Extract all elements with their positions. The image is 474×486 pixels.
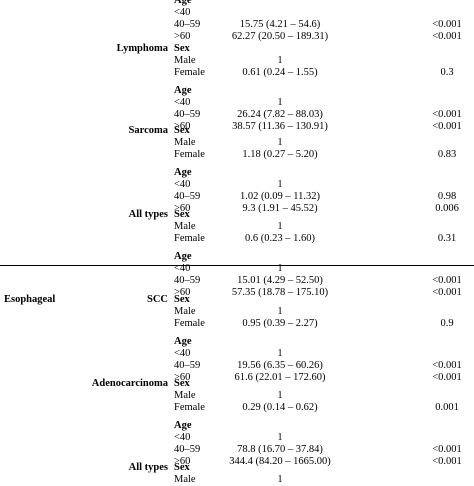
odds-ratio-ci: 15.75 (4.21 – 54.6): [239, 19, 321, 30]
odds-ratio-ci: 9.3 (1.91 – 45.52): [242, 203, 318, 214]
variable-level: Female: [174, 149, 205, 160]
subtype-label: All types: [128, 209, 168, 220]
variable-level: 40–59: [174, 19, 201, 30]
variable-header: Sex: [174, 209, 190, 220]
variable-level: Male: [174, 306, 196, 317]
odds-ratio-ci: 1: [277, 137, 283, 148]
p-value: 0.001: [435, 402, 459, 413]
odds-ratio-ci: 0.61 (0.24 – 1.55): [242, 67, 318, 78]
p-value: <0.001: [432, 287, 462, 298]
odds-ratio-ci: 62.27 (20.50 – 189.31): [231, 31, 329, 42]
variable-level: <40: [174, 263, 191, 274]
variable-level: Male: [174, 474, 196, 485]
variable-level: Female: [174, 233, 205, 244]
variable-level: <40: [174, 348, 191, 359]
variable-level: <40: [174, 97, 191, 108]
variable-level: <40: [174, 179, 191, 190]
variable-header: Age: [174, 0, 192, 6]
p-value: <0.001: [432, 31, 462, 42]
odds-ratio-ci: 38.57 (11.36 – 130.91): [232, 121, 328, 132]
odds-ratio-ci: 1: [277, 263, 283, 274]
odds-ratio-ci: 1: [277, 348, 283, 359]
odds-ratio-ci: 0.6 (0.23 – 1.60): [245, 233, 315, 244]
p-value: <0.001: [432, 109, 462, 120]
p-value: <0.001: [432, 121, 462, 132]
variable-level: Male: [174, 390, 196, 401]
odds-ratio-ci: 1.18 (0.27 – 5.20): [242, 149, 318, 160]
variable-level: >60: [174, 31, 191, 42]
variable-level: >60: [174, 287, 191, 298]
variable-level: Female: [174, 318, 205, 329]
p-value: 0.98: [437, 191, 457, 202]
variable-level: >60: [174, 121, 191, 132]
p-value: <0.001: [432, 275, 462, 286]
subtype-label: Adenocarcinoma: [91, 378, 168, 389]
variable-header: Sex: [174, 378, 190, 389]
odds-ratio-ci: 1.02 (0.09 – 11.32): [239, 191, 321, 202]
odds-ratio-ci: 1: [277, 221, 283, 232]
odds-ratio-ci: 0.95 (0.39 – 2.27): [242, 318, 318, 329]
odds-ratio-ci: 78.8 (16.70 – 37.84): [237, 444, 323, 455]
variable-level: 40–59: [174, 275, 201, 286]
variable-header: Age: [174, 167, 192, 178]
odds-ratio-ci: 1: [277, 390, 283, 401]
odds-ratio-ci: 15.01 (4.29 – 52.50): [237, 275, 323, 286]
variable-header: Age: [174, 336, 192, 347]
variable-level: <40: [174, 432, 191, 443]
p-value: <0.001: [432, 360, 462, 371]
p-value: <0.001: [432, 19, 462, 30]
variable-level: >60: [174, 203, 191, 214]
p-value: 0.006: [435, 203, 459, 214]
p-value: 0.83: [437, 149, 457, 160]
p-value: <0.001: [432, 444, 462, 455]
odds-ratio-ci: 344.4 (84.20 – 1665.00): [229, 456, 331, 467]
p-value: 0.31: [437, 233, 457, 244]
variable-level: 40–59: [174, 444, 201, 455]
variable-header: Sex: [174, 462, 190, 473]
p-value: 0.9: [440, 318, 454, 329]
odds-ratio-ci: 26.24 (7.82 – 88.03): [237, 109, 323, 120]
odds-ratio-ci: 1: [277, 179, 283, 190]
odds-ratio-ci: 57.35 (18.78 – 175.10): [231, 287, 329, 298]
subtype-label: All types: [128, 462, 168, 473]
section-divider: [0, 265, 474, 266]
variable-header: Sex: [174, 43, 190, 54]
variable-level: 40–59: [174, 360, 201, 371]
variable-level: Female: [174, 67, 205, 78]
odds-ratio-ci: 1: [277, 97, 283, 108]
odds-ratio-ci: 1: [277, 432, 283, 443]
variable-level: >60: [174, 456, 191, 467]
subtype-label: Sarcoma: [128, 125, 168, 136]
p-value: 0.3: [440, 67, 454, 78]
variable-header: Age: [174, 251, 192, 262]
variable-header: Sex: [174, 125, 190, 136]
variable-header: Sex: [174, 294, 190, 305]
odds-ratio-ci: 19.56 (6.35 – 60.26): [237, 360, 323, 371]
variable-header: Age: [174, 85, 192, 96]
variable-level: Male: [174, 221, 196, 232]
variable-level: Female: [174, 402, 205, 413]
variable-level: >60: [174, 372, 191, 383]
subtype-label: SCC: [146, 294, 168, 305]
p-value: <0.001: [432, 372, 462, 383]
p-value: <0.001: [432, 456, 462, 467]
odds-ratio-ci: 1: [277, 474, 283, 485]
variable-level: <40: [174, 7, 191, 18]
odds-ratio-ci: 1: [277, 55, 283, 66]
subtype-label: Lymphoma: [116, 43, 168, 54]
variable-header: Age: [174, 420, 192, 431]
odds-ratio-ci: 1: [277, 306, 283, 317]
variable-level: 40–59: [174, 109, 201, 120]
variable-level: Male: [174, 137, 196, 148]
variable-level: Male: [174, 55, 196, 66]
variable-level: 40–59: [174, 191, 201, 202]
odds-ratio-ci: 0.29 (0.14 – 0.62): [242, 402, 318, 413]
odds-ratio-ci: 61.6 (22.01 – 172.60): [234, 372, 326, 383]
organ-label: Esophageal: [4, 294, 56, 305]
